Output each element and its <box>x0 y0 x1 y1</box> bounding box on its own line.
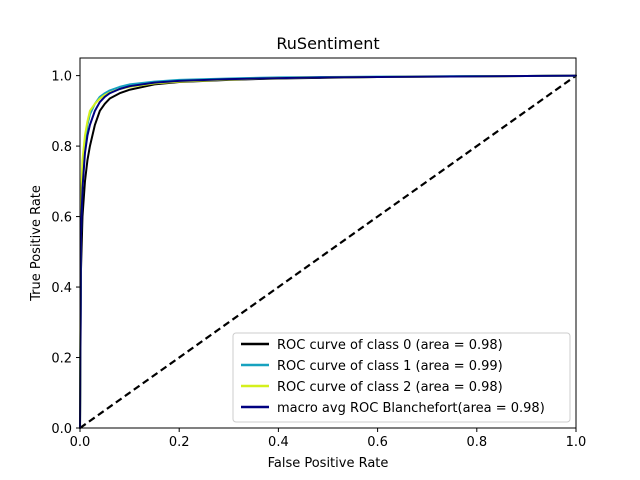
legend-box <box>232 332 571 423</box>
x-ticks: 0.0 0.2 0.4 0.6 0.8 1.0 <box>70 428 587 450</box>
legend-label-1: ROC curve of class 1 (area = 0.99) <box>277 359 503 374</box>
y-ticks: 0.0 0.2 0.4 0.6 0.8 1.0 <box>51 70 80 437</box>
x-tick-label: 1.0 <box>566 435 587 450</box>
legend: ROC curve of class 0 (area = 0.98) ROC cu… <box>232 332 571 423</box>
y-tick-label: 1.0 <box>51 70 72 85</box>
y-tick-label: 0.8 <box>51 140 72 155</box>
y-tick-label: 0.2 <box>51 352 72 367</box>
plot-frame <box>79 57 577 429</box>
series-layer <box>79 74 577 429</box>
legend-label-3: macro avg ROC Blanchefort(area = 0.98) <box>277 401 545 416</box>
chart-title: RuSentiment <box>276 34 379 53</box>
y-tick-label: 0.4 <box>51 281 72 296</box>
x-tick-label: 0.8 <box>466 435 487 450</box>
x-axis-label: False Positive Rate <box>268 456 389 471</box>
legend-label-0: ROC curve of class 0 (area = 0.98) <box>277 338 503 353</box>
x-tick-label: 0.4 <box>268 435 289 450</box>
y-tick-label: 0.0 <box>51 422 72 437</box>
chance-reference-line <box>79 74 577 429</box>
x-tick-label: 0.6 <box>367 435 388 450</box>
y-axis-label: True Positive Rate <box>29 185 44 302</box>
legend-entries: ROC curve of class 0 (area = 0.98) ROC cu… <box>241 338 545 416</box>
legend-label-2: ROC curve of class 2 (area = 0.98) <box>277 380 503 395</box>
x-tick-label: 0.0 <box>70 435 91 450</box>
x-tick-label: 0.2 <box>169 435 190 450</box>
reference-layer <box>79 74 577 429</box>
y-tick-label: 0.6 <box>51 211 72 226</box>
series-line-3 <box>79 74 577 429</box>
